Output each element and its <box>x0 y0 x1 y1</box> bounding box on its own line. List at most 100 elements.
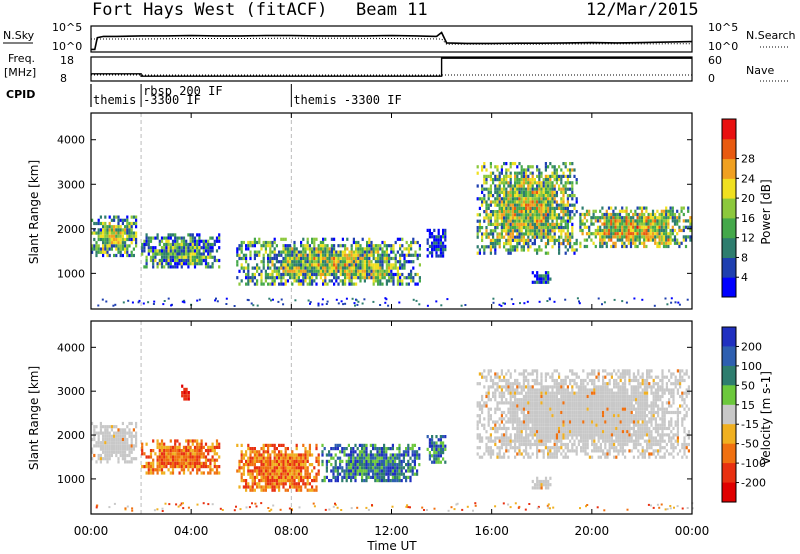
scatter-cell <box>485 213 488 217</box>
scatter-cell <box>522 210 525 214</box>
scatter-cell <box>511 404 514 408</box>
scatter-cell <box>569 171 572 175</box>
scatter-cell <box>571 210 574 214</box>
scatter-cell <box>538 203 541 207</box>
scatter-cell <box>667 219 670 223</box>
scatter-cell <box>538 232 541 236</box>
scatter-cell <box>198 465 201 469</box>
scatter-cell <box>645 222 648 226</box>
scatter-cell <box>560 210 563 214</box>
scatter-cell <box>401 282 404 286</box>
scatter-cell <box>119 253 122 258</box>
scatter-cell <box>518 372 521 376</box>
scatter-cell <box>383 260 386 264</box>
scatter-cell <box>124 231 127 235</box>
scatter-cell <box>540 378 543 383</box>
scatter-cell <box>102 228 105 232</box>
scatter-cell <box>302 479 305 483</box>
scatter-cell <box>625 225 628 229</box>
scatter-cell <box>341 282 344 286</box>
scatter-cell <box>505 197 508 201</box>
scatter-cell <box>302 272 305 277</box>
scatter-cell <box>207 249 210 253</box>
scatter-cell <box>160 455 164 459</box>
scatter-cell <box>262 456 265 460</box>
scatter-cell <box>359 272 362 277</box>
scatter-cell <box>614 244 617 249</box>
scatter-cell <box>494 442 497 447</box>
scatter-cell <box>621 232 624 236</box>
scatter-cell <box>240 240 243 245</box>
scatter-cell <box>352 250 355 254</box>
scatter-cell <box>297 459 300 463</box>
scatter-cell <box>304 463 307 467</box>
scatter-cell <box>193 255 197 259</box>
scatter-cell <box>370 263 373 267</box>
scatter-cell <box>656 225 659 229</box>
scatter-cell <box>645 244 648 249</box>
scatter-cell <box>365 447 368 451</box>
scatter-cell <box>370 247 373 251</box>
scatter-cell <box>300 279 303 283</box>
scatter-cell <box>518 190 521 194</box>
scatter-cell <box>585 225 589 229</box>
scatter-cell <box>511 229 514 233</box>
scatter-cell <box>284 269 287 273</box>
scatter-cell <box>286 269 289 273</box>
scatter-cell <box>489 452 492 456</box>
scatter-cell <box>169 236 172 240</box>
scatter-cell <box>104 450 107 454</box>
scatter-cell <box>527 407 530 411</box>
scatter-cell <box>302 269 305 273</box>
scatter-cell <box>388 279 391 283</box>
scatter-cell <box>196 233 199 237</box>
scatter-cell <box>291 253 294 257</box>
scatter-cell <box>665 216 668 220</box>
scatter-cell <box>514 369 517 373</box>
scatter-cell <box>383 463 386 467</box>
scatter-cell <box>527 213 530 217</box>
scatter-cell <box>553 200 556 204</box>
scatter-cell <box>335 250 338 254</box>
scatter-cell <box>520 178 523 182</box>
scatter-cell <box>280 475 283 479</box>
scatter-cell <box>264 459 267 463</box>
scatter-cell <box>324 260 327 264</box>
scatter-cell <box>256 453 259 457</box>
scatter-cell <box>494 410 497 415</box>
scatter-cell <box>289 479 292 483</box>
scatter-cell <box>356 466 359 470</box>
scatter-cell <box>618 225 622 229</box>
scatter-cell <box>514 410 517 415</box>
scatter-cell <box>412 260 415 264</box>
scatter-cell <box>403 256 406 261</box>
scatter-cell <box>115 434 118 438</box>
scatter-cell <box>300 256 303 261</box>
scatter-cell <box>104 247 107 251</box>
scatter-cell <box>492 245 495 249</box>
scatter-cell <box>400 469 403 473</box>
scatter-cell <box>260 447 263 451</box>
scatter-cell <box>400 459 403 463</box>
scatter-cell <box>398 450 401 454</box>
scatter-cell <box>347 459 350 463</box>
scatter-cell <box>645 225 648 229</box>
scatter-cell <box>286 472 289 476</box>
scatter-cell <box>256 304 259 307</box>
scatter-cell <box>93 228 96 232</box>
scatter-cell <box>540 280 543 284</box>
scatter-cell <box>160 452 164 456</box>
colorbar-swatch <box>722 257 736 278</box>
scatter-cell <box>115 444 118 448</box>
scatter-cell <box>481 394 484 399</box>
scatter-cell <box>551 452 554 456</box>
scatter-cell <box>367 466 370 470</box>
scatter-cell <box>278 485 281 489</box>
scatter-cell <box>418 463 421 467</box>
scatter-cell <box>317 247 320 251</box>
scatter-cell <box>167 258 170 263</box>
scatter-cell <box>529 210 532 214</box>
scatter-cell <box>551 426 554 431</box>
scatter-cell <box>119 218 122 222</box>
scatter-cell <box>525 369 528 373</box>
